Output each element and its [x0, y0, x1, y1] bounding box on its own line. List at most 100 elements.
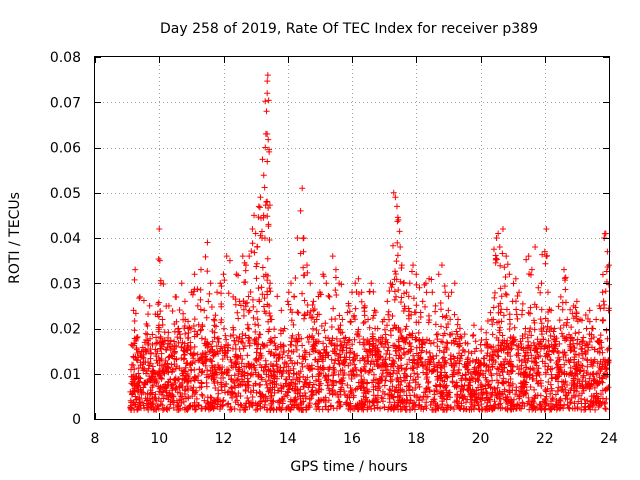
- data-point: [473, 345, 480, 352]
- data-point: [557, 398, 564, 405]
- data-point: [464, 356, 471, 363]
- data-point: [412, 385, 419, 392]
- data-point: [208, 304, 215, 311]
- data-point: [223, 253, 230, 260]
- data-point: [338, 384, 345, 391]
- data-point: [176, 331, 183, 338]
- data-point: [550, 328, 557, 335]
- data-point: [558, 378, 565, 385]
- data-point: [478, 326, 485, 333]
- data-point: [285, 301, 292, 308]
- data-point: [232, 399, 239, 406]
- data-point: [267, 405, 274, 412]
- data-point: [603, 395, 610, 402]
- data-point: [306, 351, 313, 358]
- data-point: [312, 338, 319, 345]
- data-point: [459, 372, 466, 379]
- data-point: [191, 316, 198, 323]
- data-point: [533, 346, 540, 353]
- data-point: [395, 216, 402, 223]
- data-point: [136, 295, 143, 302]
- data-point: [432, 400, 439, 407]
- data-point: [407, 348, 414, 355]
- data-point: [208, 394, 215, 401]
- data-point: [562, 352, 569, 359]
- data-point: [504, 351, 511, 358]
- data-point: [259, 291, 266, 298]
- data-point: [387, 280, 394, 287]
- data-point: [295, 309, 302, 316]
- data-point: [309, 365, 316, 372]
- data-point: [480, 361, 487, 368]
- data-point: [165, 302, 172, 309]
- data-point: [501, 337, 508, 344]
- data-point: [413, 271, 420, 278]
- data-point: [258, 228, 265, 235]
- data-point: [451, 311, 458, 318]
- data-point: [582, 351, 589, 358]
- data-point: [544, 289, 551, 296]
- data-point: [207, 280, 214, 287]
- data-point: [545, 363, 552, 370]
- data-point: [242, 406, 249, 413]
- data-point: [181, 390, 188, 397]
- data-point: [383, 373, 390, 380]
- data-point: [132, 266, 139, 273]
- data-point: [519, 335, 526, 342]
- data-point: [496, 327, 503, 334]
- data-point: [240, 306, 247, 313]
- data-point: [443, 346, 450, 353]
- data-point: [437, 362, 444, 369]
- data-point: [403, 383, 410, 390]
- data-point: [579, 345, 586, 352]
- data-point: [422, 303, 429, 310]
- data-point: [136, 293, 143, 300]
- data-point: [274, 375, 281, 382]
- data-point: [160, 395, 167, 402]
- data-point: [169, 307, 176, 314]
- data-point: [210, 316, 217, 323]
- data-point: [205, 298, 212, 305]
- data-point: [349, 289, 355, 296]
- data-point: [218, 379, 225, 386]
- data-point: [244, 325, 251, 332]
- data-point: [406, 315, 413, 322]
- data-point: [452, 382, 459, 389]
- data-point: [337, 338, 344, 345]
- data-point: [605, 359, 612, 366]
- data-point: [391, 388, 398, 395]
- data-point: [589, 325, 596, 332]
- data-point: [411, 370, 418, 377]
- data-point: [394, 363, 401, 370]
- data-point: [506, 311, 513, 318]
- data-point: [181, 344, 188, 351]
- data-point: [542, 315, 549, 322]
- data-point: [445, 321, 452, 328]
- data-point: [397, 244, 404, 251]
- data-point: [176, 307, 183, 314]
- data-point: [249, 296, 256, 303]
- data-point: [458, 391, 465, 398]
- data-point: [301, 347, 308, 354]
- data-point: [140, 297, 147, 304]
- data-point: [276, 368, 283, 375]
- data-point: [301, 311, 308, 318]
- data-point: [343, 400, 350, 407]
- data-point: [147, 350, 154, 357]
- data-point: [554, 387, 561, 394]
- data-point: [131, 340, 138, 347]
- data-point: [312, 401, 319, 408]
- data-point: [443, 396, 450, 403]
- data-point: [454, 354, 461, 361]
- data-point: [450, 406, 457, 413]
- data-point: [157, 333, 164, 340]
- data-point: [586, 318, 593, 325]
- data-point: [302, 376, 309, 383]
- data-point: [287, 341, 294, 348]
- data-point: [375, 380, 382, 387]
- data-point: [398, 262, 405, 269]
- data-point: [165, 338, 172, 345]
- data-point: [299, 363, 306, 370]
- data-point: [191, 271, 198, 278]
- data-point: [315, 330, 322, 337]
